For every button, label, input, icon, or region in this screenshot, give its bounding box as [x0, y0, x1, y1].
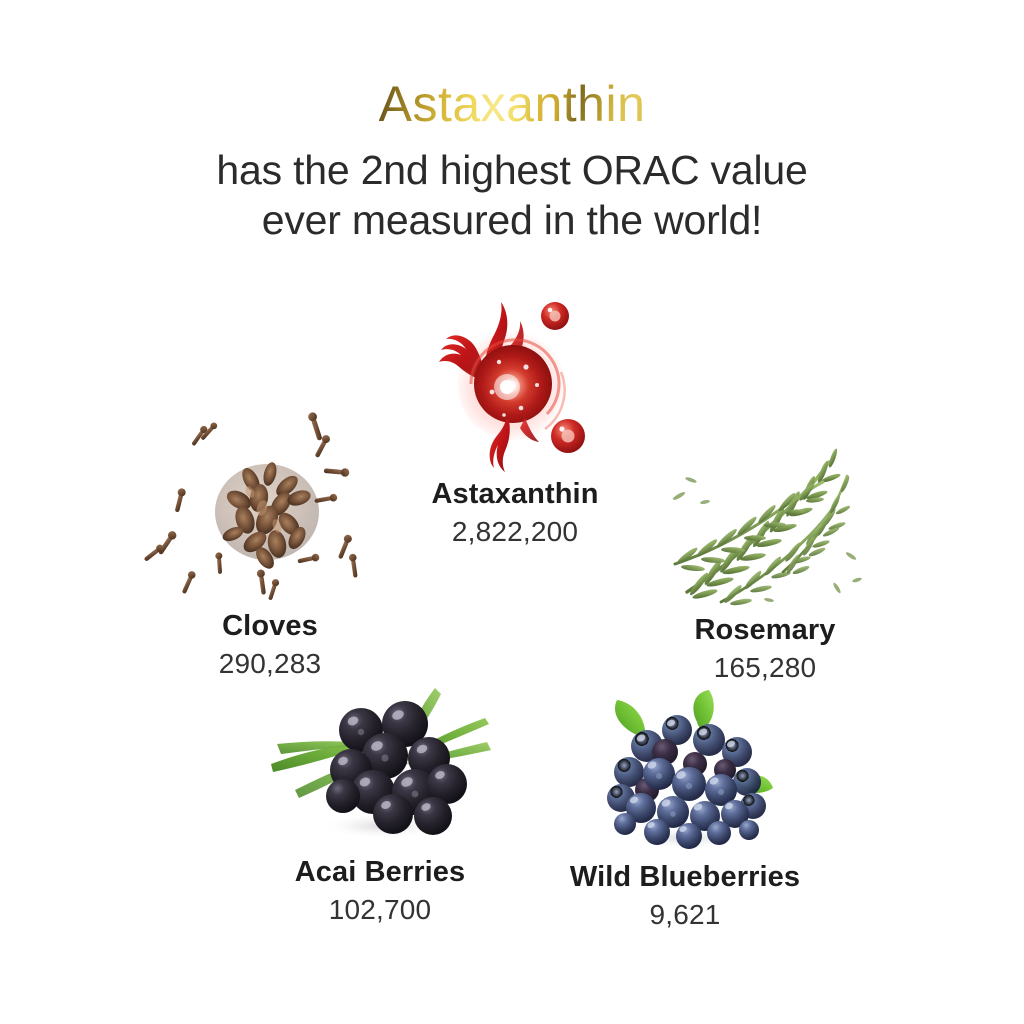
item-label: Acai Berries: [294, 856, 466, 888]
item-value: 290,283: [218, 647, 322, 679]
item-acai: Acai Berries 102,700: [230, 680, 530, 926]
page-title: Astaxanthin: [378, 76, 646, 132]
red-astaxanthin-splash-icon: [425, 288, 605, 473]
subtitle-line-1: has the 2nd highest ORAC value: [216, 146, 808, 193]
item-rosemary: Rosemary 165,280: [600, 440, 930, 684]
page-subtitle: has the 2nd highest ORAC value ever meas…: [0, 145, 1024, 245]
item-value: 2,822,200: [451, 515, 579, 547]
subtitle-line-2: ever measured in the world!: [261, 196, 763, 243]
cloves-icon: [144, 408, 385, 603]
item-label: Wild Blueberries: [569, 861, 801, 893]
header: Astaxanthin has the 2nd highest ORAC val…: [0, 78, 1024, 245]
item-cloves: Cloves 290,283: [105, 408, 435, 680]
item-value: 9,621: [649, 898, 721, 930]
item-astaxanthin: Astaxanthin 2,822,200: [345, 288, 685, 548]
item-blueberries: Wild Blueberries 9,621: [520, 690, 850, 931]
item-label: Cloves: [222, 610, 318, 642]
item-label: Rosemary: [694, 614, 836, 646]
item-value: 102,700: [328, 893, 432, 925]
acai-berries-icon: [265, 680, 495, 845]
item-value: 165,280: [713, 651, 817, 683]
item-label: Astaxanthin: [431, 478, 599, 510]
wild-blueberries-icon: [585, 690, 785, 852]
rosemary-sprig-icon: [665, 440, 865, 606]
